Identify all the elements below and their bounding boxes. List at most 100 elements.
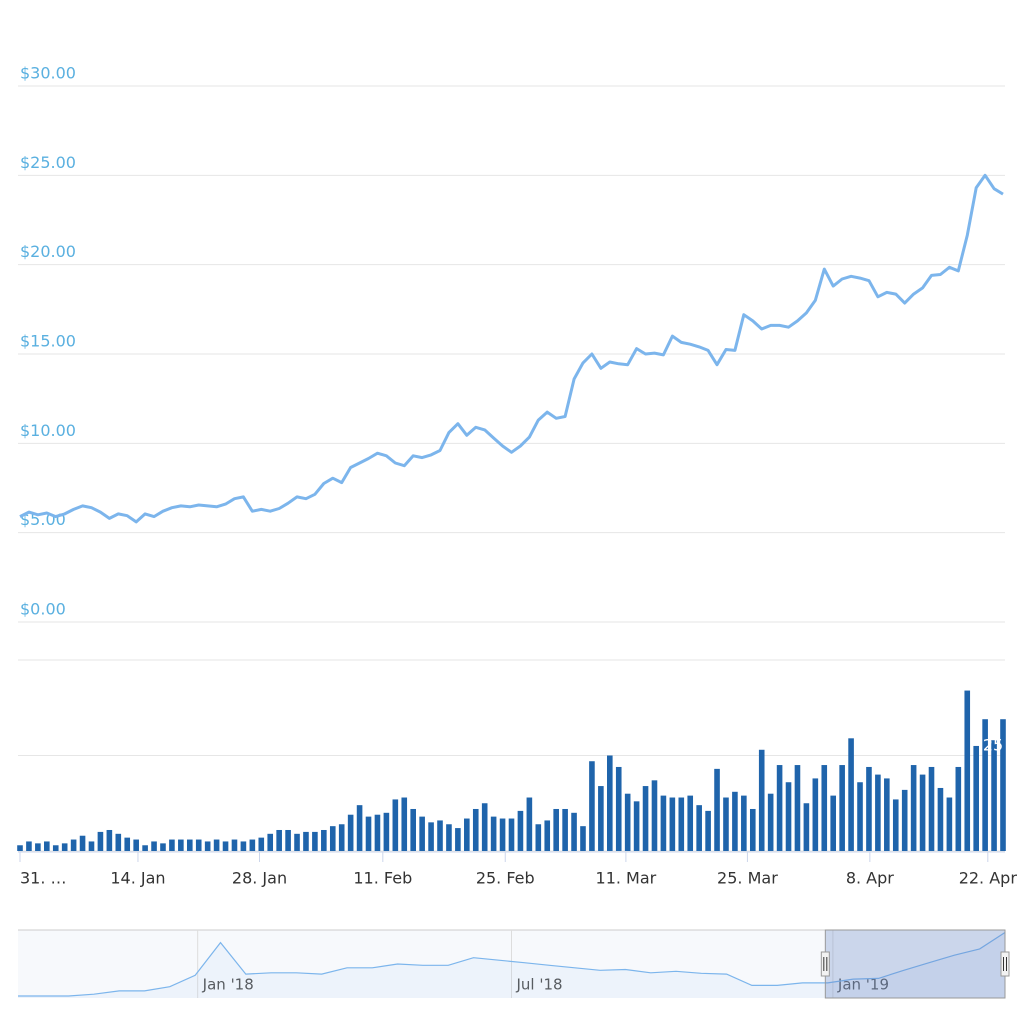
volume-bar — [624, 793, 631, 851]
volume-bar — [276, 829, 282, 851]
x-tick-label: 14. Jan — [110, 869, 165, 888]
volume-bar — [464, 818, 470, 851]
volume-bar — [258, 837, 265, 851]
price-line — [19, 173, 1004, 524]
volume-bar — [347, 814, 354, 851]
volume-bar — [88, 841, 95, 851]
volume-bar — [124, 837, 131, 851]
volume-bar — [598, 786, 604, 851]
volume-bar — [142, 845, 148, 851]
x-tick-label: 31. … — [20, 869, 67, 888]
volume-bar — [901, 789, 908, 851]
volume-bar — [195, 839, 202, 851]
volume-bar — [589, 761, 595, 851]
volume-bar — [866, 766, 872, 851]
volume-bar — [151, 841, 157, 851]
volume-bar — [321, 829, 327, 851]
navigator-selection — [824, 929, 1006, 999]
volume-bar — [70, 839, 77, 851]
volume-bar — [240, 841, 247, 851]
volume-bar — [776, 765, 783, 851]
volume-bar — [651, 780, 658, 851]
volume-bar — [401, 797, 408, 851]
volume-bar — [875, 774, 881, 851]
volume-bar — [749, 808, 756, 851]
volume-bar — [186, 839, 193, 851]
volume-bar — [919, 774, 926, 851]
volume-bar — [383, 812, 390, 851]
volume-bar — [410, 808, 416, 851]
volume-bar — [499, 818, 506, 851]
volume-bar — [437, 820, 443, 851]
volume-bar — [52, 845, 59, 851]
navigator-area — [18, 932, 1005, 998]
volume-bar — [678, 797, 685, 851]
volume-bar — [169, 839, 175, 851]
volume-bar — [830, 795, 837, 851]
volume-bar — [758, 749, 765, 851]
volume-bar — [705, 810, 711, 851]
volume-bar — [294, 833, 300, 851]
volume-bar — [946, 797, 953, 851]
volume-bar — [714, 768, 720, 851]
volume-bar — [446, 824, 452, 851]
volume-bar — [249, 839, 256, 851]
volume-bar — [973, 745, 979, 851]
volume-bar — [508, 818, 515, 851]
volume-bar — [472, 808, 479, 851]
volume-bar — [267, 833, 274, 851]
volume-bar — [285, 829, 291, 851]
volume-bar — [365, 816, 372, 851]
x-tick-label: 8. Apr — [846, 869, 894, 888]
volume-bar — [79, 835, 86, 851]
volume-bar — [312, 831, 318, 851]
volume-bar — [374, 814, 381, 851]
volume-bar — [982, 719, 988, 851]
volume-bar — [553, 808, 559, 851]
volume-bar — [571, 812, 577, 851]
volume-bar — [106, 829, 113, 851]
x-tick-label: 25. Mar — [717, 869, 778, 888]
y-tick-label: $15.00 — [20, 332, 76, 351]
volume-bar — [44, 841, 50, 851]
navigator-handle — [1000, 951, 1010, 977]
volume-bar — [812, 778, 819, 851]
x-tick-label: 28. Jan — [232, 869, 287, 888]
volume-bar — [222, 841, 229, 851]
y-tick-label: $30.00 — [20, 64, 76, 83]
volume-bar — [115, 833, 122, 851]
y-tick-label: $20.00 — [20, 242, 76, 261]
volume-bar — [356, 805, 363, 851]
x-tick-label: 11. Mar — [596, 869, 657, 888]
volume-bar — [687, 795, 694, 851]
volume-bar — [61, 843, 68, 851]
volume-bar — [964, 690, 971, 851]
volume-bar — [767, 793, 774, 851]
volume-bar — [231, 839, 238, 851]
volume-bar — [35, 843, 41, 851]
volume-bar — [455, 828, 461, 851]
volume-bar — [213, 839, 220, 851]
navigator-handle — [820, 951, 830, 977]
volume-bar — [97, 831, 104, 851]
volume-bar — [419, 816, 425, 851]
volume-bar — [607, 755, 613, 851]
volume-bar — [803, 803, 810, 851]
volume-bar — [839, 765, 845, 851]
volume-bar — [303, 831, 309, 851]
volume-bar — [535, 824, 542, 851]
x-tick-label: 11. Feb — [353, 869, 412, 888]
volume-bar — [17, 845, 23, 851]
volume-bar — [133, 839, 139, 851]
volume-bar — [696, 805, 702, 851]
volume-bar — [991, 740, 997, 851]
volume-bar — [732, 791, 738, 851]
volume-bar — [848, 738, 854, 851]
volume-bar — [26, 841, 32, 851]
volume-bar — [633, 801, 640, 851]
volume-bar — [204, 841, 211, 851]
volume-bar — [955, 766, 962, 851]
volume-bar — [884, 778, 890, 851]
volume-bar — [517, 810, 524, 851]
